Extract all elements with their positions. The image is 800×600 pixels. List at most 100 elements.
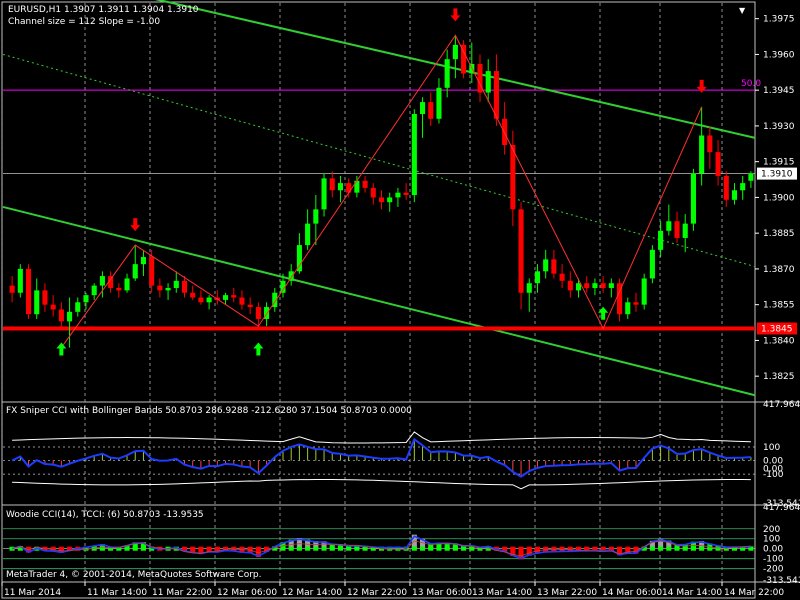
- woodie-trend-dot: [190, 546, 196, 551]
- woodie-trend-dot: [288, 546, 294, 551]
- woodie-trend-dot: [239, 546, 245, 551]
- woodie-trend-dot: [108, 546, 114, 551]
- candle-body: [395, 192, 401, 198]
- candle-body: [67, 311, 73, 322]
- current-price-label: 1.3910: [761, 170, 793, 180]
- woodie-trend-dot: [50, 546, 56, 551]
- candle-body: [99, 276, 105, 286]
- channel-lower-line: [2, 205, 756, 397]
- woodie-trend-dot: [666, 546, 672, 551]
- candle-body: [510, 144, 516, 210]
- woodie-trend-dot: [444, 546, 450, 551]
- woodie-trend-dot: [485, 546, 491, 551]
- candle-body: [411, 114, 417, 196]
- candle-body: [625, 302, 631, 315]
- time-axis-label: 13 Mar 14:00: [472, 588, 532, 598]
- woodie-trend-dot: [731, 546, 738, 551]
- candle-body: [526, 283, 532, 293]
- woodie-trend-dot: [354, 546, 360, 551]
- candle-body: [559, 273, 565, 281]
- current-price-box: [757, 167, 797, 180]
- fib-level-label: 50.0: [741, 79, 761, 89]
- candle-body: [567, 280, 573, 291]
- woodie-trend-dot: [91, 546, 97, 551]
- woodie-trend-dot: [272, 546, 278, 551]
- woodie-trend-dot: [436, 546, 442, 551]
- time-axis-label: 11 Mar 22:00: [152, 588, 212, 598]
- price-tick-label: 1.3870: [763, 265, 795, 275]
- cci-bb-title: FX Sniper CCI with Bollinger Bands 50.87…: [6, 406, 412, 416]
- candle-body: [305, 223, 311, 246]
- woodie-trend-dot: [641, 546, 647, 551]
- price-tick-label: 1.3885: [763, 229, 795, 239]
- woodie-trend-dot: [296, 546, 302, 551]
- candle-body: [658, 230, 664, 250]
- candle-body: [140, 257, 146, 265]
- woodie-trend-dot: [9, 546, 15, 551]
- candle-body: [575, 283, 582, 291]
- candle-body: [641, 278, 647, 305]
- woodie-trend-dot: [740, 546, 746, 551]
- dropdown-icon[interactable]: ▼: [739, 6, 746, 15]
- candle-body: [748, 173, 754, 181]
- woodie-trend-dot: [748, 546, 754, 551]
- candle-body: [206, 297, 212, 303]
- candle-body: [731, 190, 738, 200]
- candle-body: [436, 87, 442, 119]
- woodie-trend-dot: [567, 546, 573, 551]
- price-tick-label: 1.3945: [763, 86, 795, 96]
- woodie-trend-dot: [428, 546, 434, 551]
- woodie-trend-dot: [534, 546, 541, 551]
- candle-body: [592, 283, 598, 288]
- cci-tick-label: 417.964: [763, 400, 800, 410]
- time-axis-label: 14 Mar 06:00: [602, 588, 662, 598]
- candle-body: [272, 292, 278, 308]
- cci-tick-label: -100: [763, 470, 784, 480]
- woodie-trend-dot: [707, 546, 713, 551]
- time-axis-label: 14 Mar 14:00: [662, 588, 722, 598]
- candle-body: [715, 152, 721, 176]
- time-axis-label: 11 Mar 2014: [4, 588, 61, 598]
- woodie-cci-line: [11, 535, 751, 560]
- woodie-tcci-line: [11, 540, 751, 557]
- candle-body: [452, 44, 458, 60]
- candle-body: [288, 271, 294, 281]
- candle-body: [518, 209, 524, 293]
- price-tick-label: 1.3855: [763, 301, 795, 311]
- woodie-trend-dot: [690, 546, 696, 551]
- woodie-trend-dot: [419, 546, 426, 551]
- candle-body: [75, 302, 81, 312]
- woodie-trend-dot: [699, 546, 705, 551]
- candle-body: [222, 295, 229, 300]
- price-tick-label: 1.3915: [763, 158, 795, 168]
- woodie-trend-dot: [674, 546, 680, 551]
- cci-tick-label: -313.541: [763, 499, 800, 509]
- candle-body: [231, 295, 237, 298]
- woodie-trend-dot: [149, 546, 155, 551]
- candle-body: [485, 71, 491, 93]
- candle-body: [149, 257, 155, 286]
- woodie-trend-dot: [362, 546, 368, 551]
- woodie-tick-label: 417.964: [763, 503, 800, 513]
- candle-body: [124, 278, 130, 291]
- candle-body: [461, 44, 467, 74]
- woodie-trend-dot: [67, 546, 73, 551]
- candle-body: [428, 102, 434, 119]
- price-tick-label: 1.3840: [763, 336, 795, 346]
- buy-arrow-icon: [56, 342, 67, 356]
- woodie-trend-dot: [477, 546, 483, 551]
- woodie-trend-dot: [633, 546, 639, 551]
- candle-body: [83, 295, 89, 303]
- candle-body: [313, 209, 319, 224]
- time-axis-label: 13 Mar 22:00: [537, 588, 597, 598]
- candle-body: [690, 173, 696, 224]
- support-price-box: [757, 322, 797, 335]
- candle-body: [91, 285, 97, 296]
- candle-body: [370, 187, 376, 198]
- candle-body: [584, 283, 590, 288]
- woodie-tick-label: 0.00: [763, 545, 783, 555]
- candle-body: [674, 221, 680, 238]
- price-tick-label: 1.3825: [763, 372, 795, 382]
- woodie-trend-dot: [222, 546, 229, 551]
